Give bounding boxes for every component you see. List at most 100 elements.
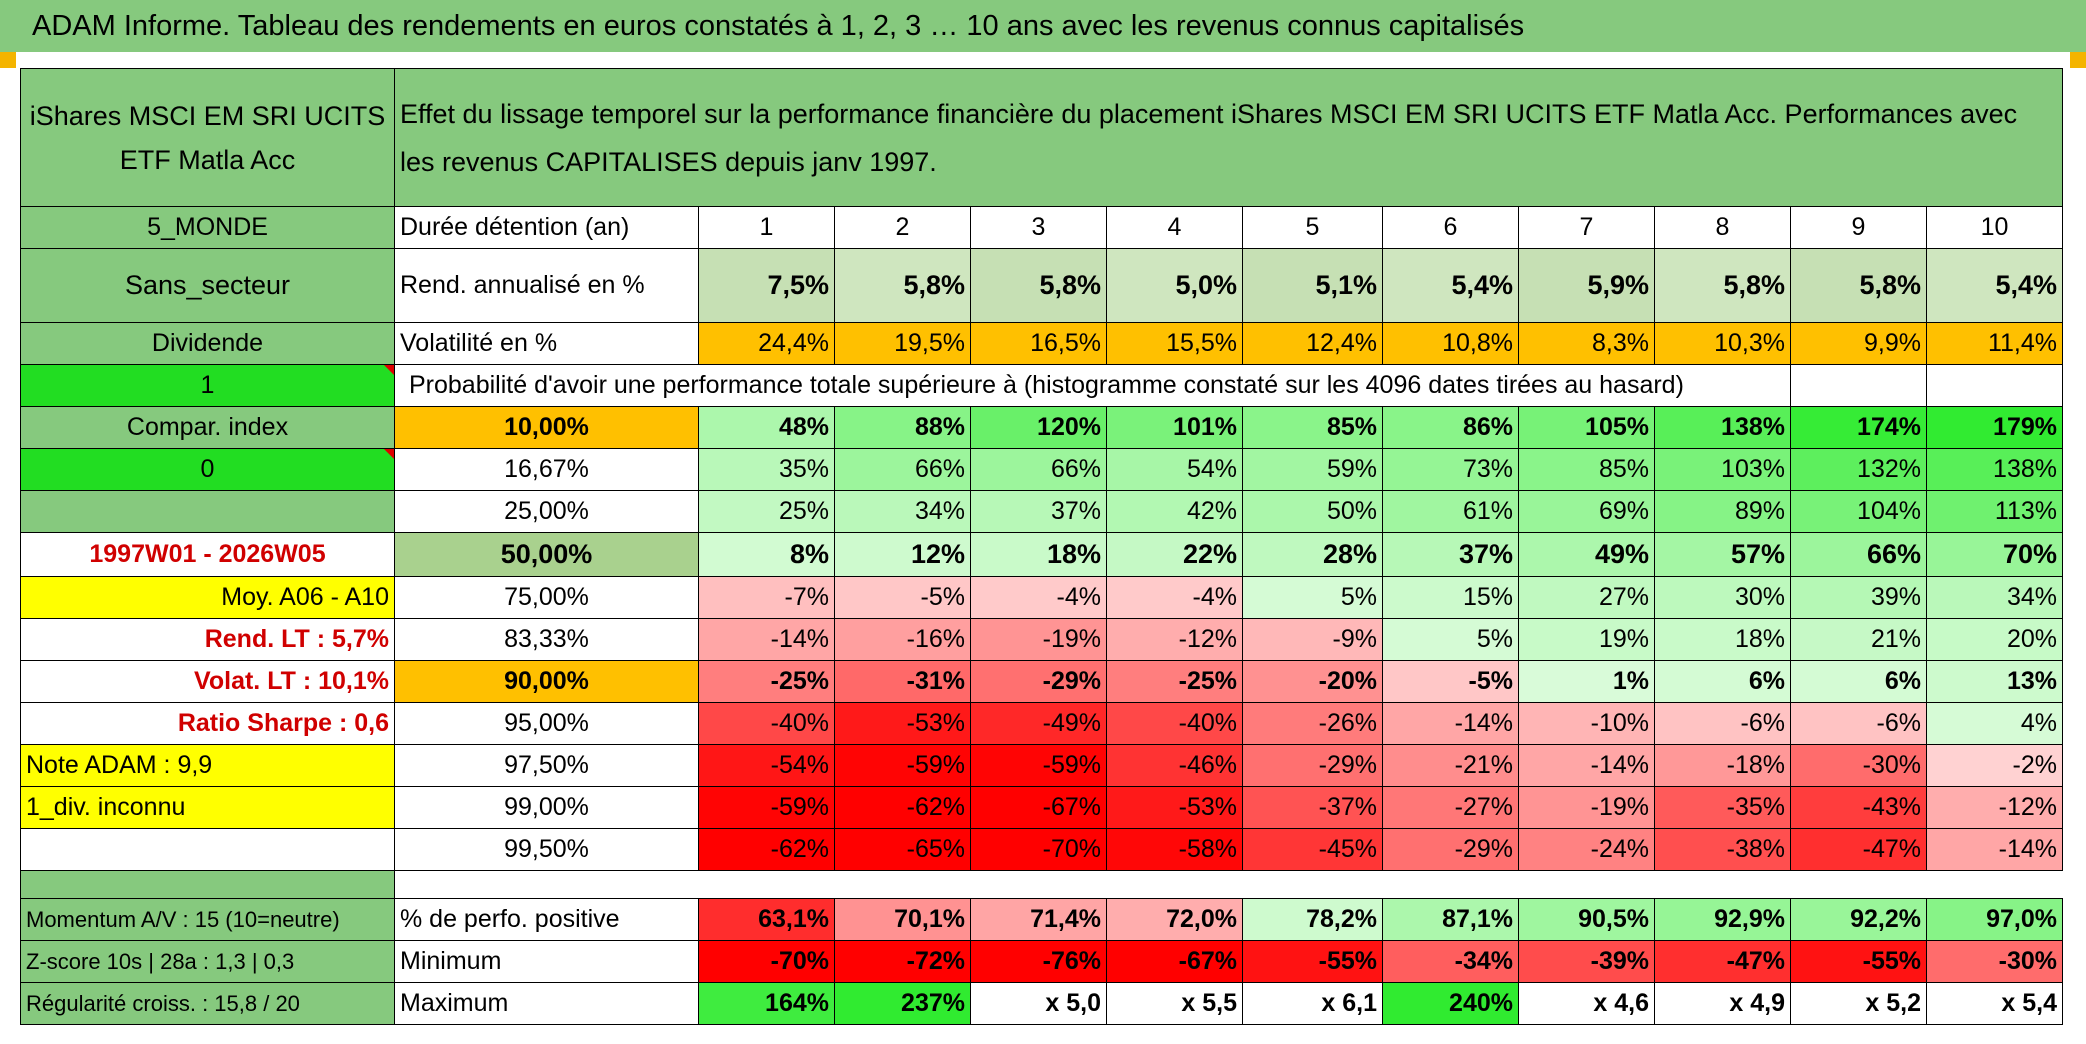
probability-value: -59% <box>698 786 835 829</box>
vol-value: 16,5% <box>970 322 1107 365</box>
probability-value: -58% <box>1106 828 1243 871</box>
probability-value: 8% <box>698 532 835 577</box>
probability-value: 61% <box>1382 490 1519 533</box>
rend-value: 5,8% <box>1790 248 1927 323</box>
pos-value: 97,0% <box>1926 898 2063 941</box>
min-value: -47% <box>1654 940 1791 983</box>
probability-value: 85% <box>1242 406 1383 449</box>
duree-label: Durée détention (an) <box>394 206 699 249</box>
probability-value: 18% <box>1654 618 1791 661</box>
probability-value: 13% <box>1926 660 2063 703</box>
description-cell: Effet du lissage temporel sur la perform… <box>394 68 2063 207</box>
probability-value: -5% <box>834 576 971 619</box>
probability-value: -27% <box>1382 786 1519 829</box>
year-header: 10 <box>1926 206 2063 249</box>
probability-value: -6% <box>1790 702 1927 745</box>
min-value: -34% <box>1382 940 1519 983</box>
pos-value: 70,1% <box>834 898 971 941</box>
year-header: 8 <box>1654 206 1791 249</box>
probability-value: 20% <box>1926 618 2063 661</box>
probability-value: 6% <box>1654 660 1791 703</box>
probability-value: -29% <box>1382 828 1519 871</box>
probability-value: -5% <box>1382 660 1519 703</box>
zone-cell: 5_MONDE <box>20 206 395 249</box>
probability-threshold: 95,00% <box>394 702 699 745</box>
vol-value: 12,4% <box>1242 322 1383 365</box>
max-value: 164% <box>698 982 835 1025</box>
probability-value: 132% <box>1790 448 1927 491</box>
probability-value: -14% <box>1382 702 1519 745</box>
probability-value: -29% <box>1242 744 1383 787</box>
probability-value: -29% <box>970 660 1107 703</box>
probability-value: 138% <box>1654 406 1791 449</box>
min-label: Minimum <box>394 940 699 983</box>
pos-value: 87,1% <box>1382 898 1519 941</box>
max-value: x 4,6 <box>1518 982 1655 1025</box>
probability-value: 48% <box>698 406 835 449</box>
probability-value: -30% <box>1790 744 1927 787</box>
probability-value: 66% <box>1790 532 1927 577</box>
pos-value: 92,9% <box>1654 898 1791 941</box>
pos-value: 92,2% <box>1790 898 1927 941</box>
gap-green-cell <box>20 870 395 899</box>
year-header: 2 <box>834 206 971 249</box>
vol-value: 24,4% <box>698 322 835 365</box>
compar-cell: Compar. index <box>20 406 395 449</box>
probability-value: -70% <box>970 828 1107 871</box>
probability-value: 6% <box>1790 660 1927 703</box>
probability-value: 37% <box>970 490 1107 533</box>
probability-threshold: 16,67% <box>394 448 699 491</box>
pos-value: 78,2% <box>1242 898 1383 941</box>
probability-value: 5% <box>1382 618 1519 661</box>
probability-value: -25% <box>698 660 835 703</box>
probability-value: 5% <box>1242 576 1383 619</box>
rend-value: 5,8% <box>970 248 1107 323</box>
probability-value: 66% <box>970 448 1107 491</box>
year-header: 5 <box>1242 206 1383 249</box>
probability-value: -19% <box>1518 786 1655 829</box>
vol-value: 10,8% <box>1382 322 1519 365</box>
vol-value: 10,3% <box>1654 322 1791 365</box>
volat-lt-cell: Volat. LT : 10,1% <box>20 660 395 703</box>
period-cell: 1997W01 - 2026W05 <box>20 532 395 577</box>
probability-value: 27% <box>1518 576 1655 619</box>
year-header: 1 <box>698 206 835 249</box>
probability-threshold: 25,00% <box>394 490 699 533</box>
sector-cell: Sans_secteur <box>20 248 395 323</box>
probability-value: 4% <box>1926 702 2063 745</box>
year-header: 4 <box>1106 206 1243 249</box>
proba-label: Probabilité d'avoir une performance tota… <box>394 364 1791 407</box>
probability-value: -38% <box>1654 828 1791 871</box>
rend-value: 5,1% <box>1242 248 1383 323</box>
pos-label: % de perfo. positive <box>394 898 699 941</box>
probability-value: -18% <box>1654 744 1791 787</box>
probability-threshold: 50,00% <box>394 532 699 577</box>
probability-value: 179% <box>1926 406 2063 449</box>
probability-threshold: 99,50% <box>394 828 699 871</box>
min-value: -67% <box>1106 940 1243 983</box>
min-value: -39% <box>1518 940 1655 983</box>
probability-value: -25% <box>1106 660 1243 703</box>
year-header: 9 <box>1790 206 1927 249</box>
probability-value: 57% <box>1654 532 1791 577</box>
sharpe-cell: Ratio Sharpe : 0,6 <box>20 702 395 745</box>
probability-value: 120% <box>970 406 1107 449</box>
probability-value: 35% <box>698 448 835 491</box>
zscore-cell: Z-score 10s | 28a : 1,3 | 0,3 <box>20 940 395 983</box>
probability-value: -4% <box>970 576 1107 619</box>
performance-table: iShares MSCI EM SRI UCITS ETF Matla Acc … <box>20 68 2063 1025</box>
max-value: x 4,9 <box>1654 982 1791 1025</box>
probability-value: 85% <box>1518 448 1655 491</box>
probability-value: -24% <box>1518 828 1655 871</box>
vol-value: 11,4% <box>1926 322 2063 365</box>
probability-value: 89% <box>1654 490 1791 533</box>
probability-value: -9% <box>1242 618 1383 661</box>
probability-value: -14% <box>698 618 835 661</box>
vol-value: 15,5% <box>1106 322 1243 365</box>
probability-value: -43% <box>1790 786 1927 829</box>
probability-value: 101% <box>1106 406 1243 449</box>
probability-threshold: 99,00% <box>394 786 699 829</box>
pos-value: 71,4% <box>970 898 1107 941</box>
probability-value: -16% <box>834 618 971 661</box>
pos-value: 90,5% <box>1518 898 1655 941</box>
